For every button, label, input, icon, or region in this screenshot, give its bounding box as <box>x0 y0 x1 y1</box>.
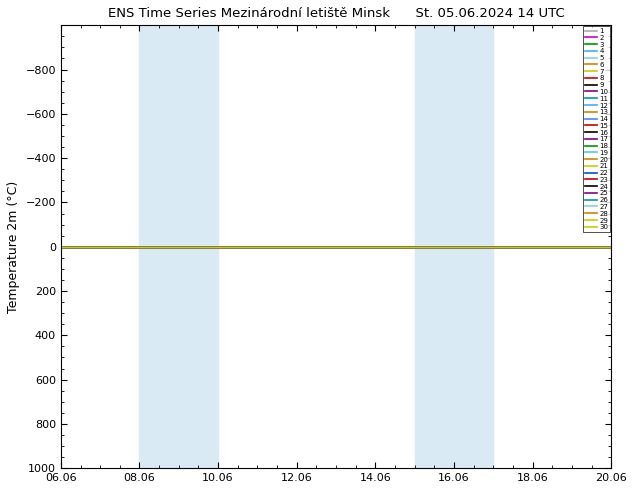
Bar <box>139 25 218 468</box>
Legend: 1, 2, 3, 4, 5, 6, 7, 8, 9, 10, 11, 12, 13, 14, 15, 16, 17, 18, 19, 20, 21, 22, 2: 1, 2, 3, 4, 5, 6, 7, 8, 9, 10, 11, 12, 1… <box>583 26 611 232</box>
Title: ENS Time Series Mezinárodní letiště Minsk      St. 05.06.2024 14 UTC: ENS Time Series Mezinárodní letiště Mins… <box>108 7 564 20</box>
Bar <box>415 25 493 468</box>
Y-axis label: Temperature 2m (°C): Temperature 2m (°C) <box>7 181 20 313</box>
